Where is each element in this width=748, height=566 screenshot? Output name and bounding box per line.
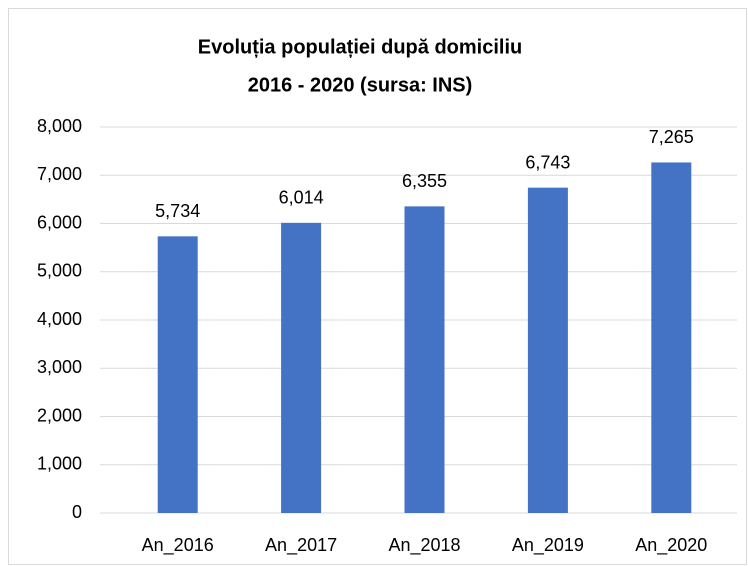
- bar: [157, 236, 198, 513]
- y-tick-label: 7,000: [37, 164, 82, 184]
- y-tick-label: 8,000: [37, 116, 82, 136]
- x-tick-label: An_2017: [265, 535, 337, 556]
- y-tick-label: 4,000: [37, 309, 82, 329]
- chart-title: Evoluția populației după domiciliu: [198, 36, 522, 58]
- x-tick-label: An_2016: [142, 535, 214, 556]
- data-label: 6,014: [279, 188, 324, 208]
- y-tick-label: 0: [72, 502, 82, 522]
- bar: [651, 162, 692, 513]
- data-label: 6,355: [402, 171, 447, 191]
- bar: [527, 187, 568, 513]
- x-tick-label: An_2020: [635, 535, 707, 556]
- data-label: 5,734: [155, 201, 200, 221]
- bar: [404, 206, 445, 513]
- x-tick-label: An_2018: [388, 535, 460, 556]
- y-tick-label: 5,000: [37, 261, 82, 281]
- y-tick-label: 2,000: [37, 405, 82, 425]
- bar: [281, 222, 322, 513]
- chart-title: 2016 - 2020 (sursa: INS): [248, 74, 473, 96]
- y-tick-label: 3,000: [37, 357, 82, 377]
- y-tick-label: 1,000: [37, 454, 82, 474]
- data-label: 6,743: [525, 152, 570, 172]
- data-label: 7,265: [649, 127, 694, 147]
- x-tick-label: An_2019: [512, 535, 584, 556]
- y-tick-label: 6,000: [37, 212, 82, 232]
- chart-border: [8, 8, 747, 565]
